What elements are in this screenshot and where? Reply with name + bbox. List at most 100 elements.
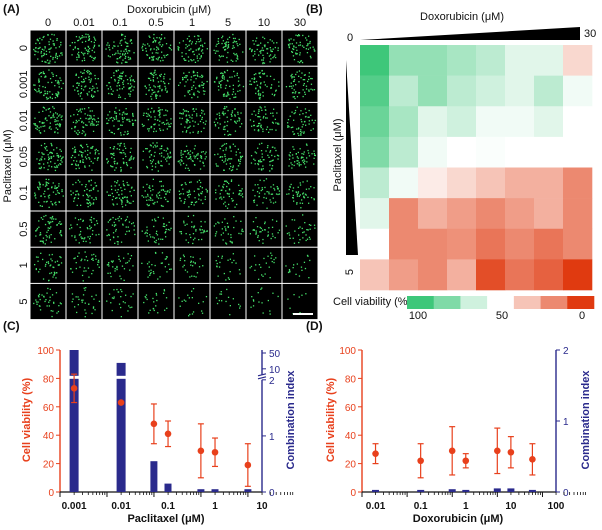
cell-dot [168,263,170,266]
combination-index-bar [448,489,456,492]
cell-dot [38,201,40,203]
cell-dot [200,38,202,40]
cell-dot [159,44,161,46]
cell-dot [215,189,217,191]
cell-dot [130,79,132,81]
cell-dot [80,259,82,262]
cell-dot [148,270,150,272]
cell-dot [225,228,227,230]
cell-dot [169,268,171,270]
cell-dot [299,182,301,184]
cell-dot [258,109,260,111]
cell-dot [151,59,153,61]
cell-dot [110,218,112,220]
cell-dot [111,297,114,299]
cell-dot [114,111,116,113]
cell-dot [221,42,223,45]
cell-dot [37,58,39,60]
cell-dot [180,233,183,235]
cell-dot [45,178,47,180]
cell-dot [42,86,44,88]
cell-dot [255,233,257,235]
cell-dot [42,240,44,242]
cell-dot [305,239,307,242]
cell-dot [295,84,297,86]
cell-dot [117,291,120,293]
cell-dot [274,189,276,191]
cell-dot [224,128,226,131]
cell-dot [48,41,50,43]
cell-dot [77,304,79,306]
cell-dot [47,227,49,229]
cell-dot [87,267,90,269]
cell-dot [59,155,62,157]
cell-dot [194,145,196,147]
cell-dot [111,309,113,312]
cell-dot [98,45,100,47]
cell-dot [301,199,303,201]
cell-dot [195,276,197,278]
cell-dot [84,113,86,115]
cell-dot [45,214,47,217]
cell-dot [87,194,89,196]
cell-dot [313,157,315,159]
cell-dot [163,76,165,78]
cell-dot [258,92,260,94]
viability-point [70,385,78,392]
cell-dot [74,130,76,132]
cell-dot [120,218,122,220]
cell-dot [298,241,300,244]
cell-dot [155,52,157,54]
cell-dot [125,42,128,44]
cell-dot [124,52,127,55]
cell-dot [125,218,127,221]
right-tick-label: 1 [563,417,569,428]
cell-dot [61,157,63,159]
cell-dot [127,45,129,47]
cell-dot [48,197,50,199]
cell-dot [152,236,154,238]
cell-dot [87,114,89,116]
cell-dot [149,72,152,74]
cell-dot [226,47,229,49]
cell-dot [166,271,168,273]
cell-dot [226,95,228,97]
cell-dot [44,243,46,245]
cell-dot [301,202,304,204]
cell-dot [60,79,62,82]
cell-dot [81,37,83,39]
cell-dot [261,287,263,289]
cell-dot [146,54,148,56]
cell-dot [287,298,289,300]
cell-dot [180,184,183,186]
cell-dot [185,183,187,186]
cell-dot [167,190,169,192]
cell-dot [57,154,59,157]
cell-dot [302,34,304,37]
legend-swatch [407,296,435,309]
cell-dot [119,56,121,59]
cell-dot [310,129,312,131]
cell-dot [95,148,97,151]
cell-dot [108,194,110,196]
cell-dot [162,217,164,219]
cell-dot [44,86,46,89]
cell-dot [217,153,219,155]
cell-dot [226,61,229,63]
cell-dot [225,243,228,245]
cell-dot [197,90,199,92]
cell-dot [229,271,231,273]
cell-dot [147,113,149,115]
image-tile [282,211,318,247]
cell-dot [89,235,91,238]
cell-dot [55,80,57,82]
cell-dot [295,191,297,193]
cell-dot [251,50,253,53]
cell-dot [224,133,226,136]
cell-dot [263,81,265,83]
cell-dot [87,146,89,148]
cell-dot [75,36,78,38]
cell-dot [90,117,92,119]
cell-dot [107,55,110,57]
cell-dot [141,230,143,232]
